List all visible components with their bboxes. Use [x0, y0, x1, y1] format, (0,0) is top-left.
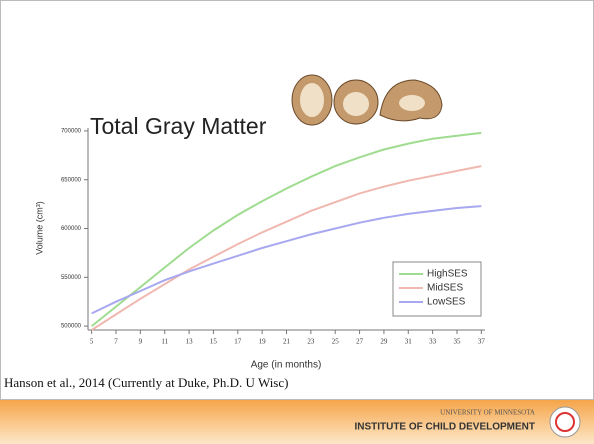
x-tick-label: 33 — [429, 338, 437, 346]
chart-title: Total Gray Matter — [90, 113, 267, 139]
x-tick-label: 5 — [90, 338, 94, 346]
x-tick-label: 13 — [186, 338, 194, 346]
legend-label: MidSES — [427, 283, 463, 294]
x-tick-label: 23 — [307, 338, 315, 346]
y-tick-label: 550000 — [61, 275, 82, 281]
university-name: UNIVERSITY OF MINNESOTA — [440, 409, 535, 417]
logo — [550, 407, 580, 437]
citation: Hanson et al., 2014 (Currently at Duke, … — [4, 375, 288, 390]
x-tick-label: 25 — [332, 338, 340, 346]
x-tick-label: 15 — [210, 338, 218, 346]
brain-images — [292, 75, 442, 125]
x-tick-label: 9 — [139, 338, 143, 346]
chart: Total Gray Matter Volume (cm³) Age (in m… — [0, 0, 594, 444]
y-tick-label: 600000 — [61, 226, 82, 232]
x-tick-label: 21 — [283, 338, 291, 346]
x-tick-label: 31 — [405, 338, 413, 346]
x-tick-label: 7 — [114, 338, 118, 346]
x-tick-label: 37 — [478, 338, 486, 346]
x-tick-label: 17 — [234, 338, 242, 346]
x-tick-label: 11 — [161, 338, 168, 346]
x-tick-label: 27 — [356, 338, 364, 346]
legend-label: LowSES — [427, 297, 466, 308]
x-tick-label: 35 — [453, 338, 461, 346]
institute-name: INSTITUTE OF CHILD DEVELOPMENT — [354, 422, 535, 433]
y-tick-label: 500000 — [61, 324, 82, 330]
legend-label: HighSES — [427, 269, 468, 280]
x-axis-title: Age (in months) — [251, 360, 322, 371]
x-tick-label: 19 — [259, 338, 267, 346]
y-axis-title: Volume (cm³) — [34, 201, 44, 255]
slide: Total Gray Matter Volume (cm³) Age (in m… — [0, 0, 594, 444]
x-tick-label: 29 — [380, 338, 388, 346]
y-tick-label: 650000 — [61, 177, 82, 183]
y-tick-label: 700000 — [61, 129, 82, 135]
